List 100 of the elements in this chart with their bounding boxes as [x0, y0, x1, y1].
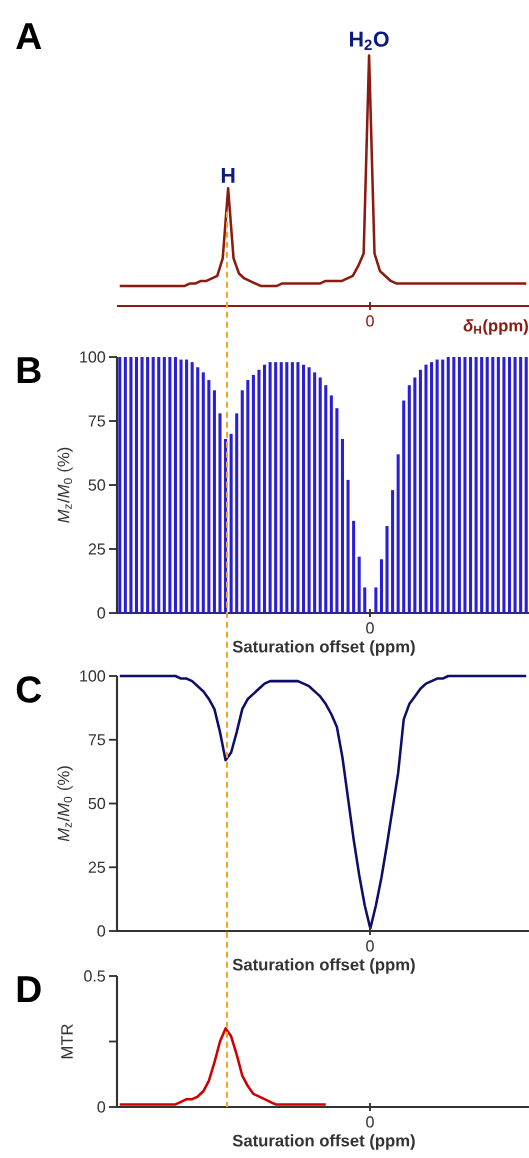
- bar: [452, 357, 456, 614]
- bar: [519, 357, 523, 614]
- bar: [190, 362, 194, 614]
- bar: [502, 357, 506, 614]
- bar: [274, 362, 278, 614]
- y-tick-label: 0: [97, 925, 106, 937]
- bar: [134, 357, 139, 614]
- bar: [146, 357, 150, 614]
- bar: [329, 395, 333, 614]
- bar: [340, 438, 345, 614]
- bar: [457, 357, 461, 614]
- bar: [430, 362, 434, 614]
- chart-title: D: [17, 976, 41, 1002]
- x-axis-title: Saturation offset (ppm): [232, 1134, 415, 1150]
- bar: [218, 413, 222, 614]
- y-axis-title: MTR: [61, 1024, 73, 1059]
- text: H$_{2}$O: [350, 31, 389, 50]
- y-tick-label: 0.5: [84, 970, 106, 982]
- bar: [151, 357, 155, 614]
- bar: [296, 362, 300, 614]
- text: 0: [366, 1116, 374, 1128]
- bar: [352, 520, 356, 614]
- bar: [385, 525, 389, 614]
- y-tick-label: 0: [97, 1101, 106, 1113]
- bar: [524, 357, 528, 614]
- x-axis-title: Saturation offset (ppm): [232, 958, 415, 974]
- text: 0: [366, 315, 374, 327]
- text: 0: [366, 940, 374, 952]
- bar: [446, 357, 450, 614]
- x-axis-title: Saturation offset (ppm): [232, 640, 415, 656]
- bar: [318, 377, 322, 614]
- bar: [263, 364, 267, 614]
- bar: [507, 357, 512, 614]
- chart-title: A: [16, 23, 42, 49]
- bar: [491, 357, 495, 614]
- bar: [418, 369, 422, 614]
- bar: [268, 362, 272, 614]
- bar: [480, 357, 484, 614]
- bar: [212, 390, 216, 614]
- bar: [290, 362, 294, 614]
- bar: [413, 377, 417, 614]
- bar: [335, 408, 339, 614]
- bar: [402, 400, 406, 614]
- bar: [435, 359, 439, 614]
- bar: [301, 364, 306, 614]
- bar: [324, 385, 328, 614]
- bar: [257, 369, 261, 614]
- bar: [251, 374, 255, 614]
- bar: [162, 357, 166, 614]
- chart-title: B: [17, 357, 41, 383]
- bar: [407, 385, 411, 614]
- bar: [173, 357, 177, 614]
- bar: [313, 372, 317, 614]
- bar: [179, 359, 183, 614]
- x-axis-title: δ$_{H}$(ppm): [463, 319, 528, 335]
- bar: [240, 390, 244, 614]
- bar: [129, 357, 133, 614]
- bar: [246, 380, 250, 614]
- bar: [391, 490, 395, 614]
- y-tick-label: 75: [88, 734, 106, 746]
- bar: [235, 413, 239, 614]
- bar: [346, 479, 350, 614]
- y-axis-title: M$_{z}$/M$_{0}$ (%): [57, 447, 73, 523]
- bar: [463, 357, 467, 614]
- chart-title: C: [16, 676, 42, 703]
- bar: [374, 587, 378, 614]
- bar: [307, 367, 311, 614]
- bar: [140, 357, 144, 614]
- y-tick-label: 50: [88, 797, 106, 810]
- bar: [229, 433, 233, 614]
- bar: [201, 372, 205, 614]
- y-tick-label: 75: [88, 415, 106, 427]
- bar: [363, 587, 367, 614]
- bar: [279, 362, 283, 614]
- bar: [496, 357, 500, 614]
- bar: [513, 357, 517, 614]
- bar: [441, 359, 445, 614]
- bar: [379, 559, 383, 614]
- bar: [196, 367, 200, 614]
- bar: [424, 364, 428, 614]
- y-tick-label: 25: [88, 861, 106, 873]
- bar: [123, 357, 127, 614]
- y-tick-label: 100: [80, 351, 106, 363]
- bar: [207, 380, 211, 614]
- y-tick-label: 0: [97, 607, 106, 619]
- y-tick-label: 100: [80, 670, 106, 682]
- bar: [474, 357, 478, 614]
- bar: [285, 362, 289, 614]
- bar: [469, 357, 473, 614]
- bar: [185, 359, 189, 614]
- bar: [357, 556, 361, 614]
- bar: [157, 357, 161, 614]
- y-axis-title: M$_{z}$/M$_{0}$ (%): [57, 766, 73, 842]
- annotation: H: [221, 168, 235, 183]
- bar: [168, 357, 172, 614]
- bar: [485, 357, 489, 614]
- y-tick-label: 50: [88, 479, 106, 491]
- text: 0: [366, 622, 374, 634]
- y-tick-label: 25: [88, 543, 106, 555]
- bar: [396, 454, 400, 614]
